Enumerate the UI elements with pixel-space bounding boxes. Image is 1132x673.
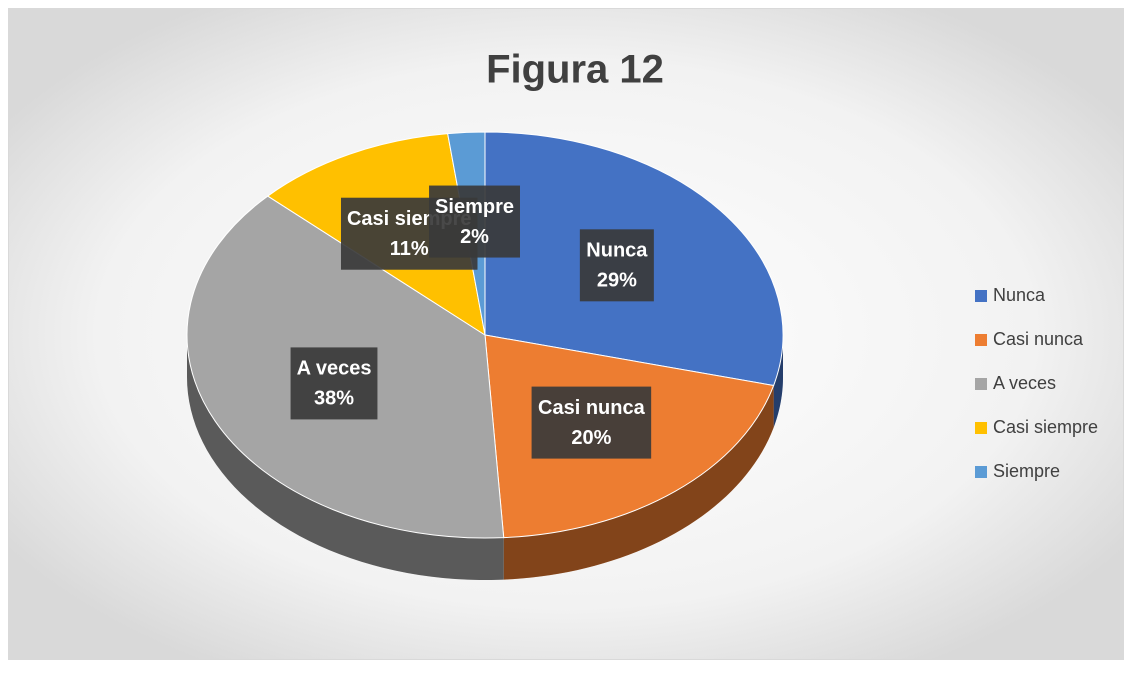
label-category: Siempre — [435, 196, 514, 218]
slice-side — [187, 335, 504, 580]
pie-sides — [187, 335, 783, 580]
label-value: 2% — [460, 226, 489, 248]
slice-side — [773, 335, 783, 428]
label-value: 38% — [314, 388, 354, 410]
chart-title: Figura 12 — [486, 48, 664, 92]
label-box — [531, 386, 652, 459]
label-box — [579, 229, 654, 302]
slice-side — [503, 385, 774, 580]
label-value: 11% — [390, 238, 429, 260]
legend-label: Casi siempre — [993, 417, 1098, 437]
label-category: A veces — [297, 358, 372, 380]
data-label: Casi nunca 20% — [531, 386, 652, 459]
legend: Nunca Casi nunca A veces Casi siempre Siempr… — [975, 285, 1098, 481]
label-value: 29% — [597, 270, 637, 292]
data-label: Nunca 29% — [579, 229, 654, 302]
legend-label: A veces — [993, 373, 1056, 393]
label-box — [290, 347, 378, 420]
slice-side-shade — [187, 335, 504, 580]
legend-swatch — [975, 422, 987, 434]
legend-swatch — [975, 290, 987, 302]
slice-side-shade — [773, 335, 783, 428]
slice-side-shade — [503, 385, 774, 580]
legend-label: Nunca — [993, 285, 1046, 305]
legend-swatch — [975, 378, 987, 390]
legend-label: Casi nunca — [993, 329, 1084, 349]
label-category: Casi nunca — [538, 397, 646, 419]
data-label: A veces 38% — [290, 347, 378, 420]
legend-swatch — [975, 466, 987, 478]
label-box — [429, 185, 520, 258]
label-category: Nunca — [586, 240, 648, 262]
legend-swatch — [975, 334, 987, 346]
legend-label: Siempre — [993, 461, 1060, 481]
data-label: Siempre 2% — [429, 185, 520, 258]
label-value: 20% — [571, 427, 611, 449]
